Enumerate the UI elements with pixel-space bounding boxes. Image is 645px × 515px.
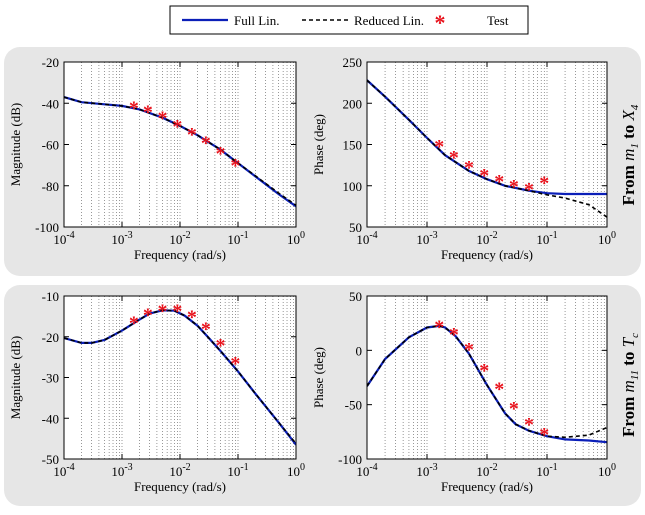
legend: Full Lin. Reduced Lin. * Test	[169, 5, 529, 35]
test-point: *	[449, 147, 459, 169]
x-tick-label: 10-2	[476, 462, 497, 479]
y-tick-label: -50	[42, 452, 59, 467]
test-point: *	[230, 155, 240, 177]
test-point: *	[539, 424, 549, 446]
test-point: *	[158, 108, 168, 130]
y-tick-label: -40	[42, 96, 59, 111]
test-point: *	[494, 378, 504, 400]
test-point: *	[230, 353, 240, 375]
legend-full-label: Full Lin.	[234, 13, 280, 28]
test-point: *	[201, 132, 211, 154]
y-tick-label: -30	[42, 371, 59, 386]
x-tick-label: 10-4	[53, 230, 74, 247]
y-tick-label: -100	[338, 452, 362, 467]
reduced-lin-line	[64, 309, 296, 445]
x-tick-label: 10-2	[169, 230, 190, 247]
x-axis-label: Frequency (rad/s)	[441, 479, 533, 494]
x-tick-label: 10-1	[536, 462, 557, 479]
x-tick-label: 10-2	[476, 230, 497, 247]
y-axis-label: Phase (deg)	[311, 114, 326, 175]
x-tick-label: 100	[598, 462, 616, 479]
test-point: *	[434, 316, 444, 338]
x-tick-label: 10-3	[416, 230, 437, 247]
y-tick-label: 150	[343, 138, 363, 153]
y-axis-label: Phase (deg)	[311, 347, 326, 408]
test-point: *	[524, 414, 534, 436]
test-point: *	[129, 97, 139, 119]
test-point: *	[449, 324, 459, 346]
y-tick-label: 50	[349, 289, 362, 304]
test-point: *	[187, 306, 197, 328]
y-tick-label: -20	[42, 330, 59, 345]
y-axis-label: Magnitude (dB)	[8, 103, 23, 186]
y-tick-label: -20	[42, 55, 59, 70]
x-tick-label: 100	[287, 230, 305, 247]
test-point: *	[479, 165, 489, 187]
test-point: *	[509, 398, 519, 420]
x-tick-label: 10-1	[536, 230, 557, 247]
x-tick-label: 10-1	[227, 462, 248, 479]
chart-3: * * * * ****10-4 10-3 10-2 10-1 100-50-40-30-20-…	[8, 289, 305, 494]
row-1-label: From m1 to X4	[619, 104, 641, 205]
y-tick-label: 50	[349, 220, 362, 235]
y-tick-label: 0	[356, 343, 363, 358]
test-point: *	[524, 179, 534, 201]
x-tick-label: 100	[287, 462, 305, 479]
x-tick-label: 10-4	[356, 230, 377, 247]
row-2-label: From m11 to Tc	[619, 333, 641, 437]
y-axis-label: Magnitude (dB)	[8, 336, 23, 419]
test-point: *	[143, 102, 153, 124]
test-point: *	[143, 304, 153, 326]
reduced-lin-line	[367, 325, 607, 439]
x-axis-label: Frequency (rad/s)	[441, 247, 533, 262]
test-point: *	[201, 319, 211, 341]
y-tick-label: 100	[343, 179, 363, 194]
chart-2: * * * * * * * *10-4 10-3 10-2 10-1 1005010015020025…	[311, 55, 616, 262]
y-tick-label: 200	[343, 96, 363, 111]
legend-box	[169, 5, 529, 35]
x-axis-label: Frequency (rad/s)	[134, 479, 226, 494]
y-tick-label: -100	[35, 220, 59, 235]
y-tick-label: -50	[345, 398, 362, 413]
legend-test-label: Test	[487, 13, 509, 28]
x-tick-label: 10-4	[356, 462, 377, 479]
test-point: *	[187, 124, 197, 146]
x-tick-label: 10-3	[111, 462, 132, 479]
test-point: *	[464, 157, 474, 179]
chart-1: * * * * * * **10-4 10-3 10-2 10-1 100-100-80-60-40…	[8, 55, 305, 262]
test-point: *	[129, 312, 139, 334]
test-point: *	[509, 176, 519, 198]
test-point: *	[479, 360, 489, 382]
y-tick-label: -40	[42, 411, 59, 426]
test-point: *	[216, 143, 226, 165]
x-tick-label: 10-2	[169, 462, 190, 479]
test-point: *	[172, 300, 182, 322]
x-tick-label: 10-1	[227, 230, 248, 247]
test-point: *	[539, 172, 549, 194]
reduced-lin-line	[64, 96, 296, 206]
test-point: *	[494, 171, 504, 193]
test-point: *	[464, 339, 474, 361]
reduced-lin-line	[367, 79, 607, 218]
chart-4: * ****** *10-4 10-3 10-2 10-1 100-100-50050Fre…	[311, 289, 616, 494]
x-tick-label: 10-3	[416, 462, 437, 479]
y-tick-label: 250	[343, 55, 363, 70]
y-tick-label: -60	[42, 138, 59, 153]
x-tick-label: 100	[598, 230, 616, 247]
test-point: *	[158, 300, 168, 322]
test-point: *	[172, 116, 182, 138]
legend-test-marker: *	[435, 10, 446, 35]
x-axis-label: Frequency (rad/s)	[134, 247, 226, 262]
test-point: *	[216, 335, 226, 357]
x-tick-label: 10-4	[53, 462, 74, 479]
test-point: *	[434, 136, 444, 158]
legend-reduced-label: Reduced Lin.	[354, 13, 424, 28]
y-tick-label: -10	[42, 289, 59, 304]
x-tick-label: 10-3	[111, 230, 132, 247]
y-tick-label: -80	[42, 179, 59, 194]
